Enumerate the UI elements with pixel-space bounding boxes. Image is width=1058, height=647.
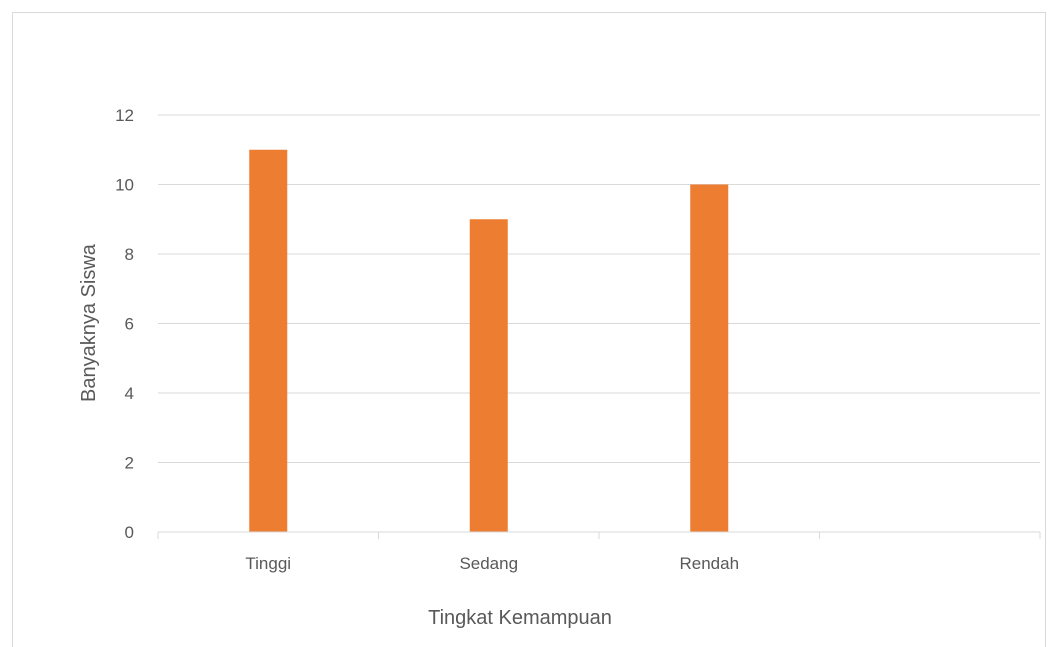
bars — [249, 149, 729, 532]
chart-frame — [12, 12, 1046, 647]
y-tick-label: 8 — [125, 245, 134, 264]
y-tick-label: 0 — [125, 523, 134, 542]
bar-tinggi — [249, 149, 288, 532]
x-axis — [157, 531, 1041, 539]
bar-rendah — [690, 184, 729, 532]
y-tick-label: 4 — [125, 384, 134, 403]
x-axis-title: Tingkat Kemampuan — [428, 607, 612, 629]
y-tick-label: 12 — [115, 106, 134, 125]
y-tick-labels: 0 2 4 6 8 10 12 — [115, 106, 134, 542]
y-axis-title: Banyaknya Siswa — [78, 243, 100, 402]
y-tick-label: 10 — [115, 176, 134, 195]
y-tick-label: 6 — [125, 315, 134, 334]
y-tick-label: 2 — [125, 454, 134, 473]
x-tick-label: Rendah — [679, 554, 739, 573]
x-tick-label: Tinggi — [245, 554, 291, 573]
x-tick-labels: Tinggi Sedang Rendah — [245, 554, 739, 573]
x-tick-label: Sedang — [459, 554, 518, 573]
gridlines — [158, 114, 1040, 463]
bar-sedang — [469, 219, 508, 532]
